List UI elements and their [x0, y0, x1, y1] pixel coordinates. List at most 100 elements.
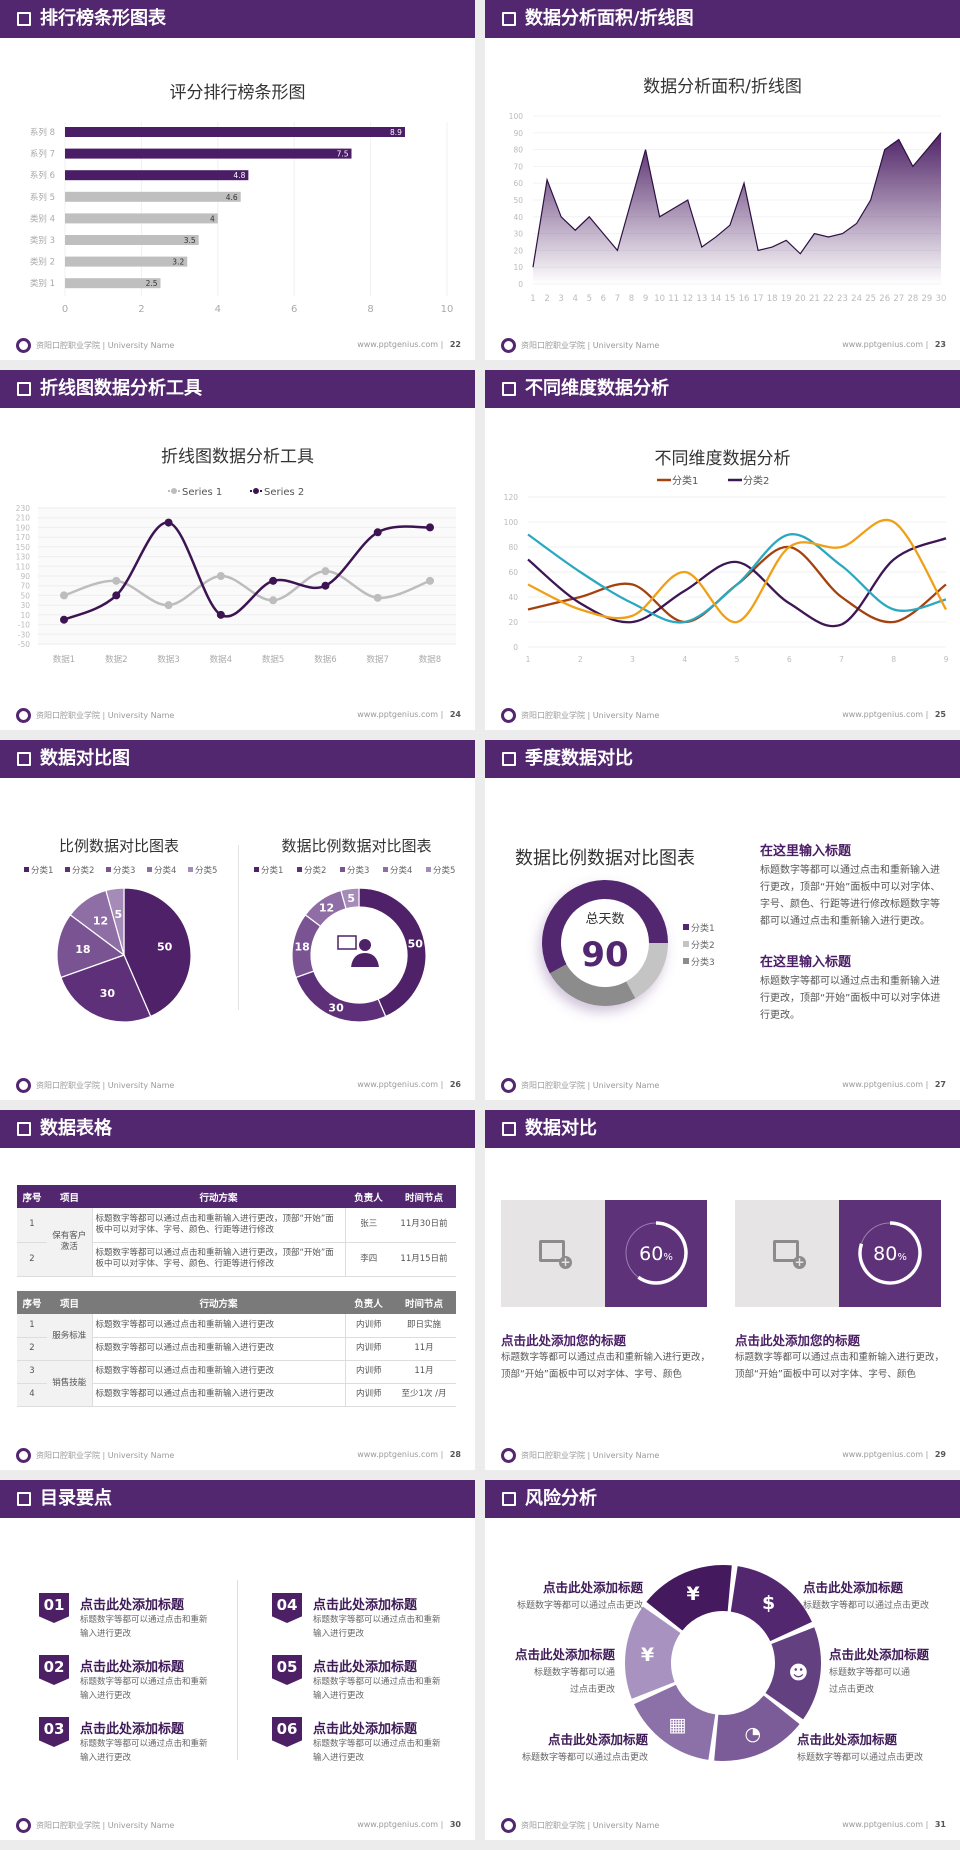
progress-arc: [858, 1221, 922, 1285]
risk-text: 标题数字等都可以通过点击更改: [803, 1601, 930, 1611]
legend-label: 分类1: [672, 474, 698, 487]
progress-value: 60%: [639, 1243, 673, 1265]
square-bullet-icon: [502, 1492, 516, 1506]
cycle-segment: [730, 1566, 812, 1642]
page-number: 27: [934, 1080, 946, 1089]
slide-header: 数据表格: [0, 1110, 475, 1148]
x-tick-label: 数据1: [53, 654, 75, 665]
item-heading[interactable]: 点击此处添加标题: [80, 1722, 185, 1737]
footer-url[interactable]: www.pptgenius.com: [842, 1820, 924, 1829]
x-tick-label: 2: [138, 304, 144, 315]
x-tick-label: 16: [739, 294, 750, 304]
x-tick-label: 21: [809, 294, 820, 304]
footer-url[interactable]: www.pptgenius.com: [842, 710, 924, 719]
y-tick-label: 60: [513, 179, 523, 188]
footer-url[interactable]: www.pptgenius.com: [357, 710, 439, 719]
hand-money-icon: ¥: [641, 1644, 654, 1666]
pie-slice: [340, 887, 360, 910]
item-heading[interactable]: 点击此处添加标题: [80, 1598, 185, 1613]
risk-heading[interactable]: 点击此处添加标题: [542, 1580, 643, 1595]
item-heading[interactable]: 点击此处添加标题: [313, 1598, 418, 1613]
item-heading[interactable]: 点击此处添加标题: [80, 1660, 185, 1675]
col-header: 行动方案: [199, 1192, 238, 1204]
y-tick-label: 70: [20, 582, 30, 591]
square-bullet-icon: [17, 752, 31, 766]
people-icon: ☻: [789, 1662, 809, 1684]
square-bullet-icon: [17, 12, 31, 26]
legend-label: 分类1: [691, 922, 715, 934]
legend-label: 分类5: [195, 865, 217, 876]
pie-chart-icon: ◔: [745, 1723, 762, 1745]
risk-heading[interactable]: 点击此处添加标题: [829, 1647, 930, 1662]
legend-label: 分类4: [154, 865, 176, 876]
page-number: 26: [449, 1080, 461, 1089]
progress-unit: %: [897, 1252, 907, 1263]
data-point: [269, 576, 278, 585]
bar: [65, 256, 188, 267]
slide-title: 折线图数据分析工具: [40, 378, 202, 399]
cell-plan: 标题数字等都可以通过点击和重新输入进行更改，顶部“开始”面板中可以对字体、字号、…: [91, 1208, 346, 1243]
x-tick-label: 5: [735, 655, 740, 664]
building-icon: ▦: [668, 1714, 686, 1736]
item-heading[interactable]: 点击此处添加标题: [313, 1722, 418, 1737]
footer-school: 资阳口腔职业学院 | University Name: [521, 1451, 660, 1460]
cell-owner: 张三: [345, 1208, 392, 1243]
risk-heading[interactable]: 点击此处添加标题: [514, 1647, 615, 1662]
risk-heading[interactable]: 点击此处添加标题: [547, 1732, 648, 1747]
x-tick-label: 20: [795, 294, 806, 304]
slide-area-chart: 数据分析面积/折线图 数据分析面积/折线图 0 10 20 30 40 50 60 70 80 9…: [485, 0, 960, 360]
center-label: 总天数: [585, 912, 624, 927]
x-tick-label: 24: [851, 294, 862, 304]
square-bullet-icon: [502, 1122, 516, 1136]
risk-heading[interactable]: 点击此处添加标题: [803, 1580, 904, 1595]
footer-url[interactable]: www.pptgenius.com: [842, 340, 924, 349]
x-tick-label: 13: [696, 294, 707, 304]
cell-plan: 标题数字等都可以通过点击和重新输入进行更改: [91, 1314, 346, 1338]
x-tick-label: 22: [823, 294, 834, 304]
y-tick-label: 10: [20, 611, 30, 620]
footer-site: www.pptgenius.com | 30: [357, 1820, 461, 1829]
footer-school: 资阳口腔职业学院 | University Name: [36, 1821, 175, 1830]
x-tick-label: 7: [615, 294, 620, 304]
cell-group: 销售技能: [47, 1360, 92, 1407]
footer-url[interactable]: www.pptgenius.com: [357, 1450, 439, 1459]
x-tick-label: 7: [839, 655, 844, 664]
person-head: [359, 939, 371, 951]
series-line: [63, 521, 431, 621]
footer-url[interactable]: www.pptgenius.com: [357, 1820, 439, 1829]
card-heading: 点击此处添加您的标题: [735, 1333, 861, 1348]
footer-url[interactable]: www.pptgenius.com: [357, 1080, 439, 1089]
cycle-segment: [646, 1565, 732, 1631]
school-logo-icon: [501, 338, 516, 353]
data-point: [269, 596, 278, 605]
item-heading[interactable]: 点击此处添加标题: [313, 1660, 418, 1675]
col-header: 时间节点: [404, 1298, 443, 1310]
footer-url[interactable]: www.pptgenius.com: [842, 1450, 924, 1459]
item-text: 标题数字等都可以通过点击和重新输入进行更改: [80, 1739, 208, 1763]
cell-plan: 标题数字等都可以通过点击和重新输入进行更改: [91, 1383, 346, 1407]
x-tick-label: 18: [767, 294, 778, 304]
series-line: [527, 518, 947, 624]
slide-title: 数据分析面积/折线图: [525, 8, 694, 29]
slice-label: 5: [115, 908, 123, 921]
image-placeholder[interactable]: +: [735, 1200, 839, 1307]
y-tick-label: 150: [16, 543, 31, 552]
risk-heading[interactable]: 点击此处添加标题: [797, 1732, 898, 1747]
x-tick-label: 2: [544, 294, 549, 304]
footer-school: 资阳口腔职业学院 | University Name: [36, 1081, 175, 1090]
x-tick-label: 数据6: [314, 654, 336, 665]
data-point: [373, 593, 382, 602]
slice-label: 50: [157, 941, 173, 954]
person-body: [351, 953, 379, 967]
legend-swatch: [24, 867, 29, 872]
image-placeholder[interactable]: +: [501, 1200, 605, 1307]
item-text: 标题数字等都可以通过点击和重新输入进行更改: [313, 1739, 441, 1763]
footer-url[interactable]: www.pptgenius.com: [842, 1080, 924, 1089]
y-tick-label: 30: [20, 601, 30, 610]
x-tick-label: 3: [558, 294, 563, 304]
footer-url[interactable]: www.pptgenius.com: [357, 340, 439, 349]
x-tick-label: 19: [781, 294, 792, 304]
table-row: 1 保有客户激活 标题数字等都可以通过点击和重新输入进行更改，顶部“开始”面板中…: [17, 1208, 456, 1277]
cell-deadline: 11月: [392, 1337, 456, 1361]
school-logo-icon: [16, 1818, 31, 1833]
